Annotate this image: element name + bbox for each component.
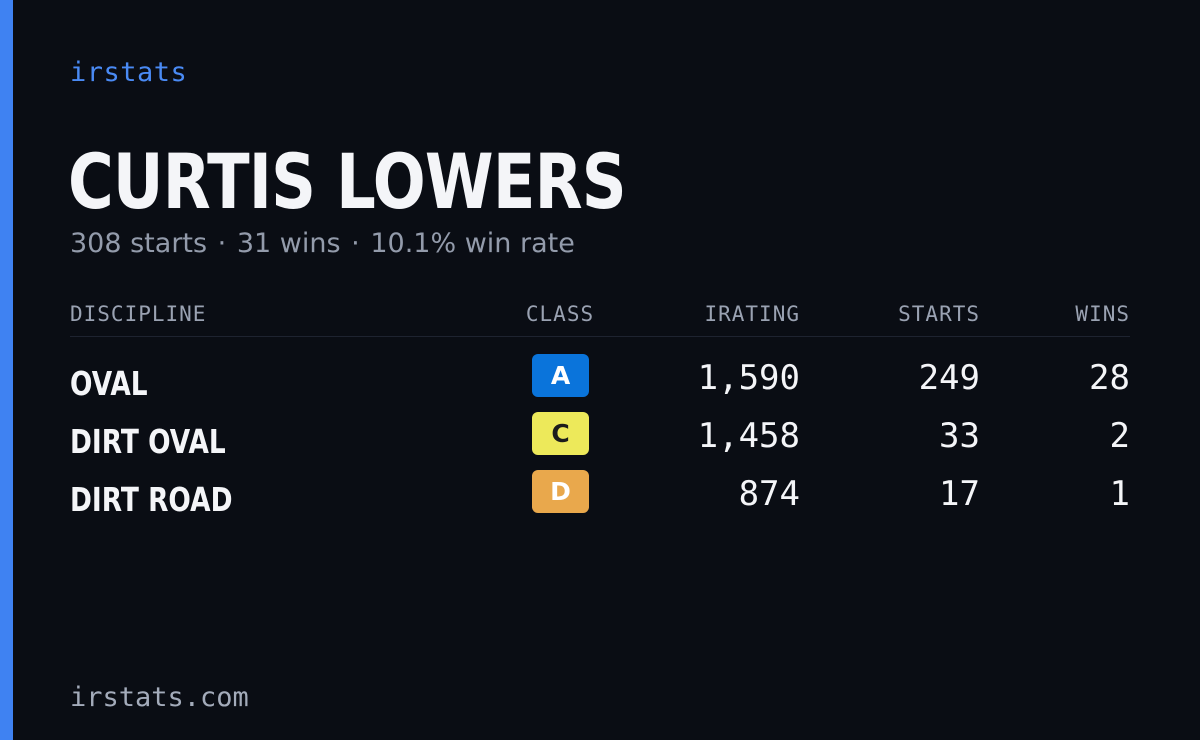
wins-value: 28 (1089, 358, 1130, 398)
table-row: DIRT OVAL C 1,458 33 2 (0, 408, 1200, 466)
header-discipline: DISCIPLINE (70, 302, 207, 326)
discipline-name: DIRT OVAL (70, 422, 226, 461)
summary-separator: · (217, 228, 227, 259)
header-starts: STARTS (898, 302, 980, 326)
starts-summary: 308 starts (70, 228, 208, 259)
header-wins: WINS (1075, 302, 1130, 326)
footer-url: irstats.com (70, 682, 249, 713)
starts-value: 249 (918, 358, 980, 398)
summary-separator: · (351, 228, 360, 259)
accent-bar (0, 0, 13, 740)
starts-value: 33 (939, 416, 980, 456)
class-badge: D (532, 470, 589, 513)
discipline-name: DIRT ROAD (70, 480, 233, 519)
starts-value: 17 (939, 474, 980, 514)
class-badge: A (532, 354, 589, 397)
driver-summary: 308 starts · 31 wins · 10.1% win rate (70, 228, 575, 259)
table-row: DIRT ROAD D 874 17 1 (0, 466, 1200, 524)
brand-label: irstats (70, 57, 188, 88)
header-class: CLASS (525, 302, 595, 326)
irating-value: 874 (738, 474, 800, 514)
driver-name: CURTIS LOWERS (68, 137, 627, 226)
win-rate-summary: 10.1% win rate (370, 228, 575, 259)
header-divider (70, 336, 1130, 337)
wins-value: 2 (1109, 416, 1130, 456)
irating-value: 1,590 (697, 358, 800, 398)
discipline-name: OVAL (70, 364, 148, 403)
wins-summary: 31 wins (236, 228, 341, 259)
table-row: OVAL A 1,590 249 28 (0, 350, 1200, 408)
irating-value: 1,458 (697, 416, 800, 456)
class-badge: C (532, 412, 589, 455)
wins-value: 1 (1109, 474, 1130, 514)
header-irating: IRATING (704, 302, 800, 326)
